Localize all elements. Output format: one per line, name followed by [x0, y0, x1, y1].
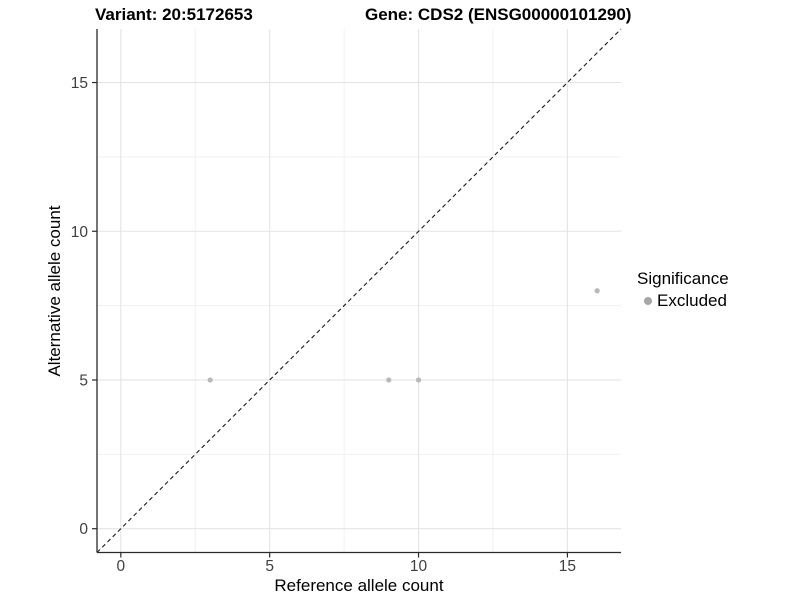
- legend-entry-excluded: Excluded: [637, 291, 729, 311]
- data-point: [386, 377, 392, 383]
- x-axis-title: Reference allele count: [274, 576, 444, 595]
- data-point: [594, 288, 600, 294]
- variant-title: Variant: 20:5172653: [95, 5, 253, 24]
- identity-line: [96, 28, 622, 553]
- y-tick-label: 0: [79, 521, 88, 538]
- data-point: [415, 377, 422, 383]
- x-tick-label: 0: [117, 558, 126, 575]
- y-tick-label: 10: [71, 224, 89, 241]
- legend-point-icon: [644, 297, 652, 305]
- x-tick-label: 15: [559, 558, 576, 575]
- gene-title: Gene: CDS2 (ENSG00000101290): [365, 5, 632, 24]
- y-tick-label: 15: [71, 75, 88, 92]
- legend-title: Significance: [637, 269, 729, 288]
- x-tick-label: 5: [265, 558, 274, 575]
- y-axis-title: Alternative allele count: [45, 205, 64, 377]
- y-tick-label: 5: [79, 372, 88, 389]
- legend: Significance Excluded: [637, 269, 729, 311]
- legend-entry-label: Excluded: [657, 291, 727, 310]
- data-point: [207, 377, 213, 383]
- x-tick-label: 10: [410, 558, 428, 575]
